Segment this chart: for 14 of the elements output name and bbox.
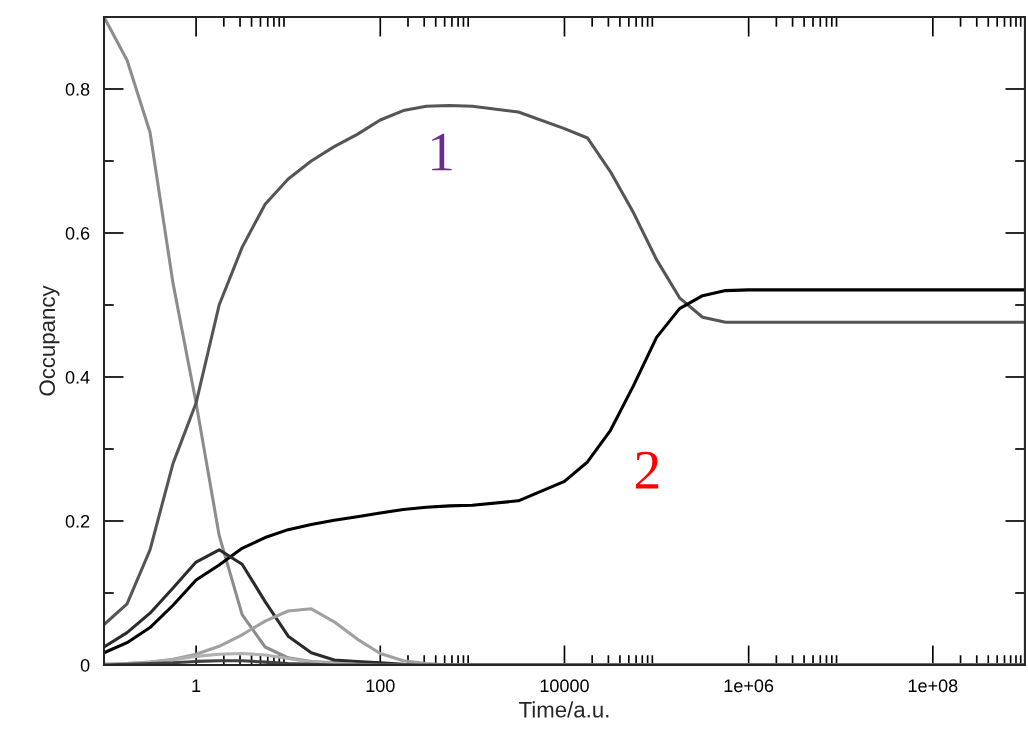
annotation: 1	[432, 133, 452, 171]
x-axis-title: Time/a.u.	[519, 701, 609, 718]
y-tick-label: 0.8	[65, 82, 90, 96]
annotation: 2	[635, 451, 659, 489]
y-tick-label: 0.6	[65, 226, 90, 240]
y-tick-label: 0.2	[65, 514, 90, 528]
x-tick-label: 1e+08	[908, 679, 958, 693]
y-axis-title: Occupancy	[39, 285, 60, 396]
y-tick-label: 0.4	[65, 370, 90, 384]
x-tick-label: 1	[192, 679, 201, 692]
x-tick-label: 1e+06	[724, 679, 774, 693]
x-tick-label: 100	[366, 679, 395, 693]
x-tick-label: 10000	[540, 679, 589, 693]
y-tick-label: 0	[80, 658, 90, 672]
